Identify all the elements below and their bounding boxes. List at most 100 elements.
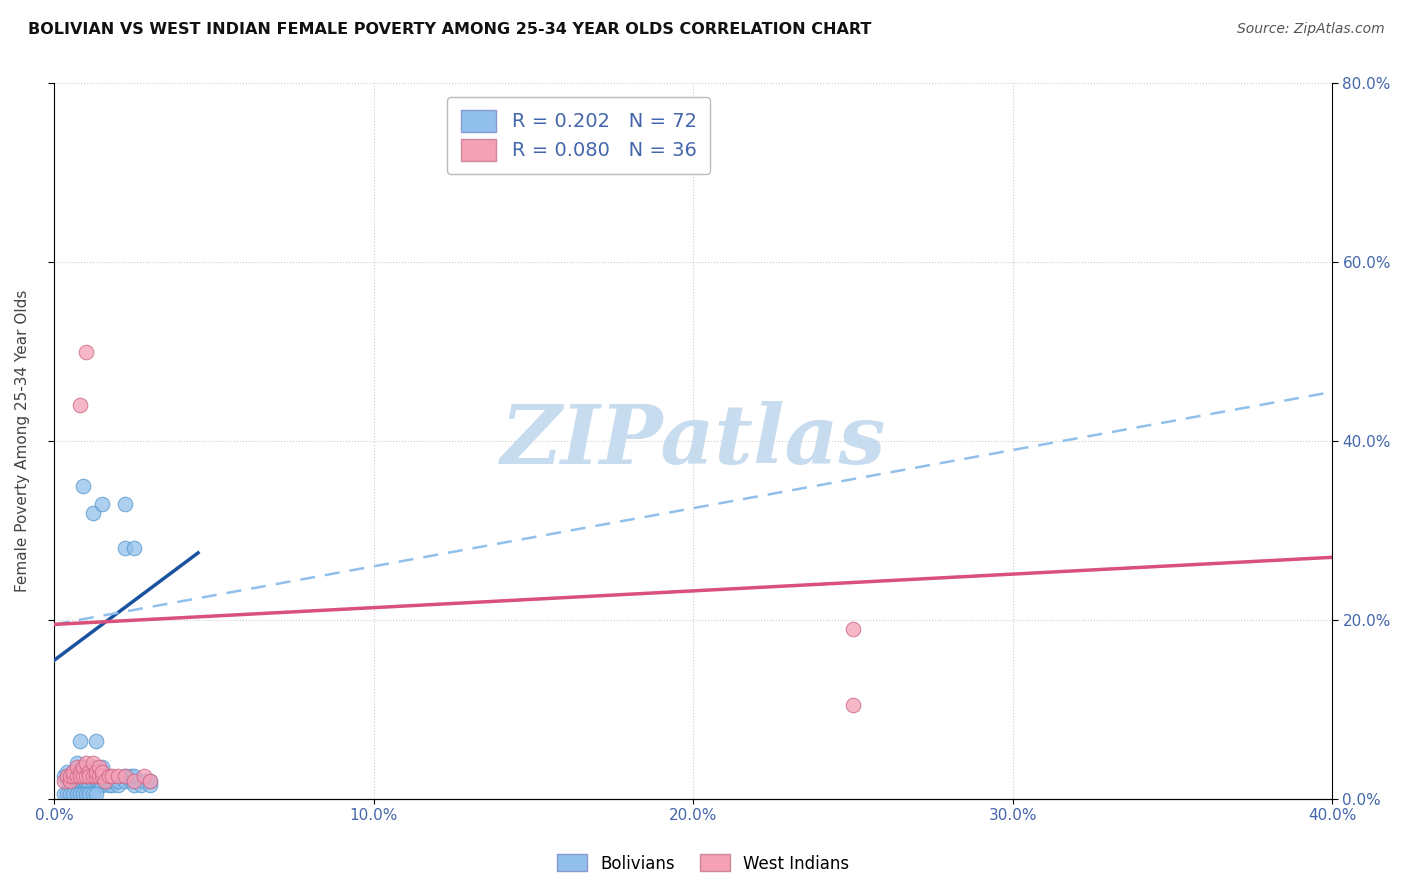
Point <box>84 769 107 783</box>
Point <box>122 773 145 788</box>
Point <box>72 760 94 774</box>
Point <box>79 778 101 792</box>
Point <box>72 479 94 493</box>
Point <box>122 778 145 792</box>
Text: BOLIVIAN VS WEST INDIAN FEMALE POVERTY AMONG 25-34 YEAR OLDS CORRELATION CHART: BOLIVIAN VS WEST INDIAN FEMALE POVERTY A… <box>28 22 872 37</box>
Point <box>75 778 97 792</box>
Point <box>75 787 97 801</box>
Point <box>842 622 865 636</box>
Point <box>56 769 79 783</box>
Point <box>59 769 82 783</box>
Point <box>97 773 120 788</box>
Point <box>59 769 82 783</box>
Point <box>114 541 136 556</box>
Point <box>139 773 162 788</box>
Point <box>120 769 142 783</box>
Point <box>91 497 114 511</box>
Point <box>842 698 865 712</box>
Point <box>72 773 94 788</box>
Point <box>52 773 75 788</box>
Point <box>52 787 75 801</box>
Point <box>139 778 162 792</box>
Point <box>122 769 145 783</box>
Point <box>56 764 79 779</box>
Point <box>69 764 91 779</box>
Point <box>87 769 110 783</box>
Point <box>69 769 91 783</box>
Point <box>84 773 107 788</box>
Point <box>66 778 89 792</box>
Point <box>62 764 84 779</box>
Point <box>91 764 114 779</box>
Point <box>79 787 101 801</box>
Point <box>114 769 136 783</box>
Point <box>101 778 124 792</box>
Point <box>91 760 114 774</box>
Point <box>66 787 89 801</box>
Point <box>66 769 89 783</box>
Point <box>69 398 91 412</box>
Point <box>75 769 97 783</box>
Point <box>62 787 84 801</box>
Point <box>75 769 97 783</box>
Point <box>72 769 94 783</box>
Point <box>62 769 84 783</box>
Point <box>56 787 79 801</box>
Point <box>114 497 136 511</box>
Point <box>132 773 155 788</box>
Point <box>82 773 104 788</box>
Point <box>66 760 89 774</box>
Point <box>59 787 82 801</box>
Point <box>79 769 101 783</box>
Point <box>91 769 114 783</box>
Point <box>69 773 91 788</box>
Point <box>69 733 91 747</box>
Point <box>66 773 89 788</box>
Point <box>72 787 94 801</box>
Point <box>79 764 101 779</box>
Point <box>82 756 104 770</box>
Point <box>75 773 97 788</box>
Point <box>72 760 94 774</box>
Point <box>82 760 104 774</box>
Point <box>97 778 120 792</box>
Point <box>114 769 136 783</box>
Point <box>69 787 91 801</box>
Point <box>129 778 152 792</box>
Point <box>62 773 84 788</box>
Point <box>87 760 110 774</box>
Point <box>84 787 107 801</box>
Point <box>72 769 94 783</box>
Point <box>101 773 124 788</box>
Point <box>59 778 82 792</box>
Point <box>69 778 91 792</box>
Point <box>66 756 89 770</box>
Text: ZIPatlas: ZIPatlas <box>501 401 886 481</box>
Point <box>120 773 142 788</box>
Point <box>75 756 97 770</box>
Point <box>84 769 107 783</box>
Point <box>87 773 110 788</box>
Point <box>97 769 120 783</box>
Legend: Bolivians, West Indians: Bolivians, West Indians <box>550 847 856 880</box>
Point <box>59 773 82 788</box>
Point <box>94 773 117 788</box>
Text: Source: ZipAtlas.com: Source: ZipAtlas.com <box>1237 22 1385 37</box>
Point <box>84 764 107 779</box>
Point <box>62 764 84 779</box>
Point <box>107 778 129 792</box>
Point <box>62 769 84 783</box>
Point <box>59 773 82 788</box>
Point <box>82 769 104 783</box>
Point <box>139 773 162 788</box>
Point <box>114 773 136 788</box>
Point <box>91 778 114 792</box>
Point <box>82 769 104 783</box>
Point <box>82 787 104 801</box>
Y-axis label: Female Poverty Among 25-34 Year Olds: Female Poverty Among 25-34 Year Olds <box>15 290 30 592</box>
Point <box>82 506 104 520</box>
Point <box>87 778 110 792</box>
Point <box>66 769 89 783</box>
Point <box>75 344 97 359</box>
Point <box>132 769 155 783</box>
